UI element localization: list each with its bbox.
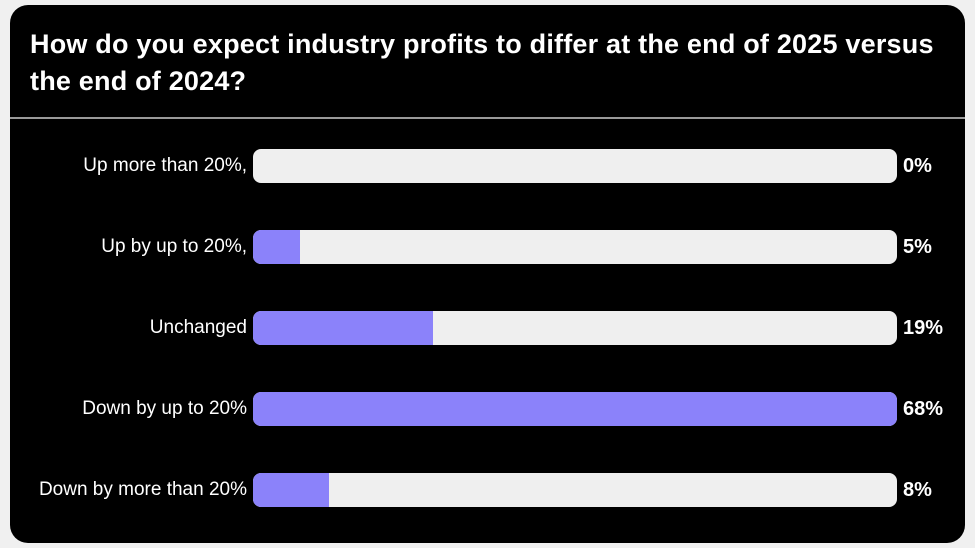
title-divider	[10, 117, 965, 119]
category-label: Down by up to 20%	[82, 398, 247, 419]
chart-title: How do you expect industry profits to di…	[30, 29, 934, 96]
bar-track	[253, 473, 897, 507]
bar-track	[253, 149, 897, 183]
value-label: 0%	[903, 154, 932, 177]
bar-fill	[253, 230, 301, 264]
bar-row-unchanged: Unchanged 19%	[10, 311, 965, 345]
bar-row-up-more-than-20: Up more than 20%, 0%	[10, 149, 965, 183]
bar-fill	[253, 392, 897, 426]
value-label: 5%	[903, 235, 932, 258]
bar-track	[253, 230, 897, 264]
value-label: 68%	[903, 397, 944, 420]
category-label: Down by more than 20%	[38, 479, 247, 500]
bar-chart: Up more than 20%, 0% Up by up to 20%, 5%…	[10, 119, 965, 507]
bar-row-down-by-more-than-20: Down by more than 20% 8%	[10, 473, 965, 507]
value-label: 19%	[903, 316, 944, 339]
bar-row-up-by-up-to-20: Up by up to 20%, 5%	[10, 230, 965, 264]
bar-fill	[253, 311, 433, 345]
category-label: Unchanged	[149, 317, 247, 338]
category-label: Up by up to 20%,	[101, 236, 247, 257]
bar-track	[253, 392, 897, 426]
category-label: Up more than 20%,	[83, 155, 247, 176]
survey-chart-card: How do you expect industry profits to di…	[10, 5, 965, 543]
bar-fill	[253, 473, 329, 507]
bar-row-down-by-up-to-20: Down by up to 20% 68%	[10, 392, 965, 426]
value-label: 8%	[903, 478, 932, 501]
bar-track	[253, 311, 897, 345]
